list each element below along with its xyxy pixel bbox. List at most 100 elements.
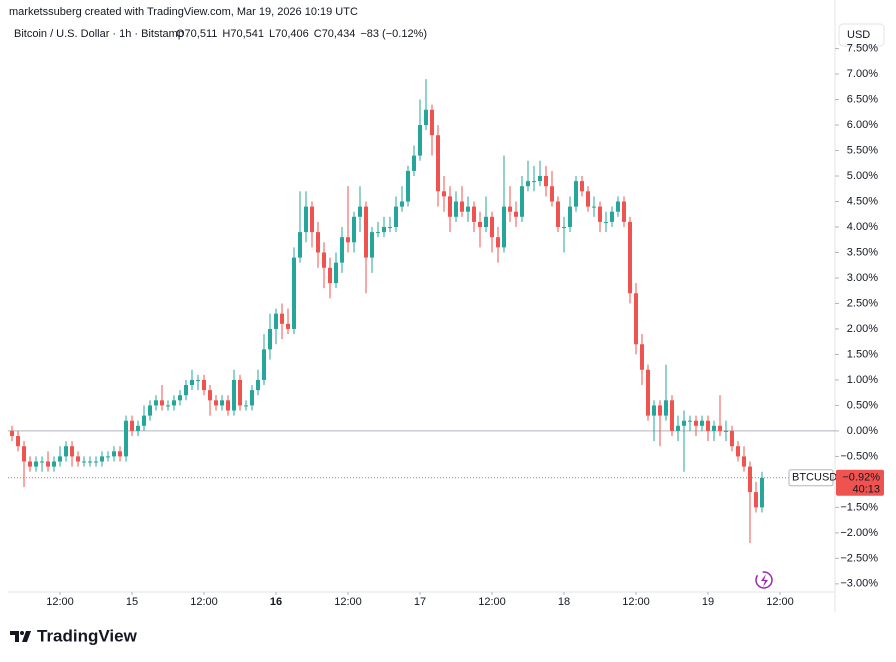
candle-body [136, 425, 141, 431]
candle-body [310, 206, 315, 233]
candle-body [711, 425, 716, 431]
candle-body [579, 181, 584, 192]
candle-body [76, 456, 81, 462]
candle-body [322, 252, 327, 268]
candle-body [747, 466, 752, 493]
candle-body [328, 267, 333, 284]
candle-body [639, 344, 644, 370]
y-tick-label: 6.50% [847, 93, 878, 105]
candle-body [729, 430, 734, 447]
x-tick-label: 15 [126, 596, 138, 608]
candle-body [400, 201, 405, 207]
candle-body [489, 216, 494, 238]
legend-value: H70,541 [222, 28, 264, 40]
candle-body [477, 221, 482, 227]
x-tick-label: 12:00 [46, 596, 74, 608]
candle-body [82, 461, 87, 463]
candle-body [178, 395, 183, 401]
y-tick-label: 5.00% [847, 170, 878, 182]
candle-body [513, 211, 518, 217]
candle-body [376, 232, 381, 234]
x-tick-label: 19 [702, 596, 714, 608]
y-tick-label: 2.50% [847, 297, 878, 309]
legend-value: L70,406 [269, 28, 309, 40]
candle-body [459, 201, 464, 212]
candle-body [232, 379, 237, 411]
symbol-box [788, 469, 834, 487]
candle-body [46, 461, 51, 467]
candle-body [418, 125, 423, 156]
y-tick-label: 2.00% [847, 323, 878, 335]
y-tick-label: 6.00% [847, 119, 878, 131]
x-tick-label: 18 [558, 596, 570, 608]
legend-value: O70,511 [176, 28, 217, 40]
candle-body [226, 400, 231, 411]
candle-body [130, 420, 135, 431]
candle-body [412, 155, 417, 171]
y-tick-label: −1.50% [840, 501, 878, 513]
candle-body [537, 176, 542, 182]
x-tick-label: 12:00 [622, 596, 650, 608]
candle-body [705, 420, 710, 431]
candle-body [142, 415, 147, 426]
logo: TradingView [10, 626, 138, 645]
candle-body [669, 400, 674, 431]
candle-body [603, 221, 608, 223]
candle-body [64, 446, 69, 457]
candle-body [681, 420, 686, 426]
header: marketssuberg created with TradingView.c… [9, 6, 358, 18]
symbol-label: BTCUSD [792, 472, 837, 484]
candle-body [244, 405, 249, 407]
candle-body [382, 226, 387, 233]
candle-body [28, 461, 33, 467]
candle-body [615, 201, 620, 212]
candle-body [238, 379, 243, 406]
y-tick-label: 3.50% [847, 246, 878, 258]
x-tick-label: 12:00 [766, 596, 794, 608]
candle-body [723, 430, 728, 432]
candle-body [531, 181, 536, 183]
candle-body [483, 216, 488, 227]
legend-symbol: Bitcoin / U.S. Dollar · 1h · Bitstamp [14, 28, 184, 40]
replay-icon[interactable] [755, 571, 773, 589]
candle-body [657, 405, 662, 416]
y-tick-label: 3.00% [847, 272, 878, 284]
candle-body [184, 385, 189, 396]
candle-body [202, 379, 207, 391]
y-tick-label: 0.00% [847, 425, 878, 437]
y-tick-label: 1.50% [847, 348, 878, 360]
candle-body [16, 436, 21, 447]
candle-body [112, 451, 117, 457]
legend-value: −83 (−0.12%) [360, 28, 427, 40]
legend-value: C70,434 [314, 28, 356, 40]
candle-body [621, 201, 626, 222]
y-tick-label: −3.00% [840, 578, 878, 590]
plot: −3.00% −2.50% −2.00% −1.50% −0.50% 0.00% 0.50%… [8, 42, 878, 608]
candle-body [52, 461, 57, 467]
replay-bolt [761, 574, 768, 587]
y-tick-label: −2.00% [840, 527, 878, 539]
candle-body [543, 176, 548, 187]
candle-body [292, 257, 297, 329]
y-tick-label: 7.00% [847, 68, 878, 80]
candle-body [358, 206, 363, 217]
candle-body [172, 400, 177, 406]
y-tick-label: −2.50% [840, 552, 878, 564]
candle-body [40, 461, 45, 463]
candle-body [316, 232, 321, 253]
candle-body [759, 477, 764, 508]
candle-body [519, 186, 524, 217]
candle-body [370, 232, 375, 258]
candle-body [34, 461, 39, 467]
candle-body [561, 226, 566, 228]
candle-body [22, 446, 27, 462]
candle-body [274, 313, 279, 329]
x-tick-label: 17 [414, 596, 426, 608]
x-tick-label: 16 [270, 596, 282, 608]
candle-body [94, 461, 99, 463]
candle-body [388, 226, 393, 228]
candle-body [298, 232, 303, 258]
candle-body [741, 456, 746, 467]
currency-button[interactable] [838, 23, 885, 47]
